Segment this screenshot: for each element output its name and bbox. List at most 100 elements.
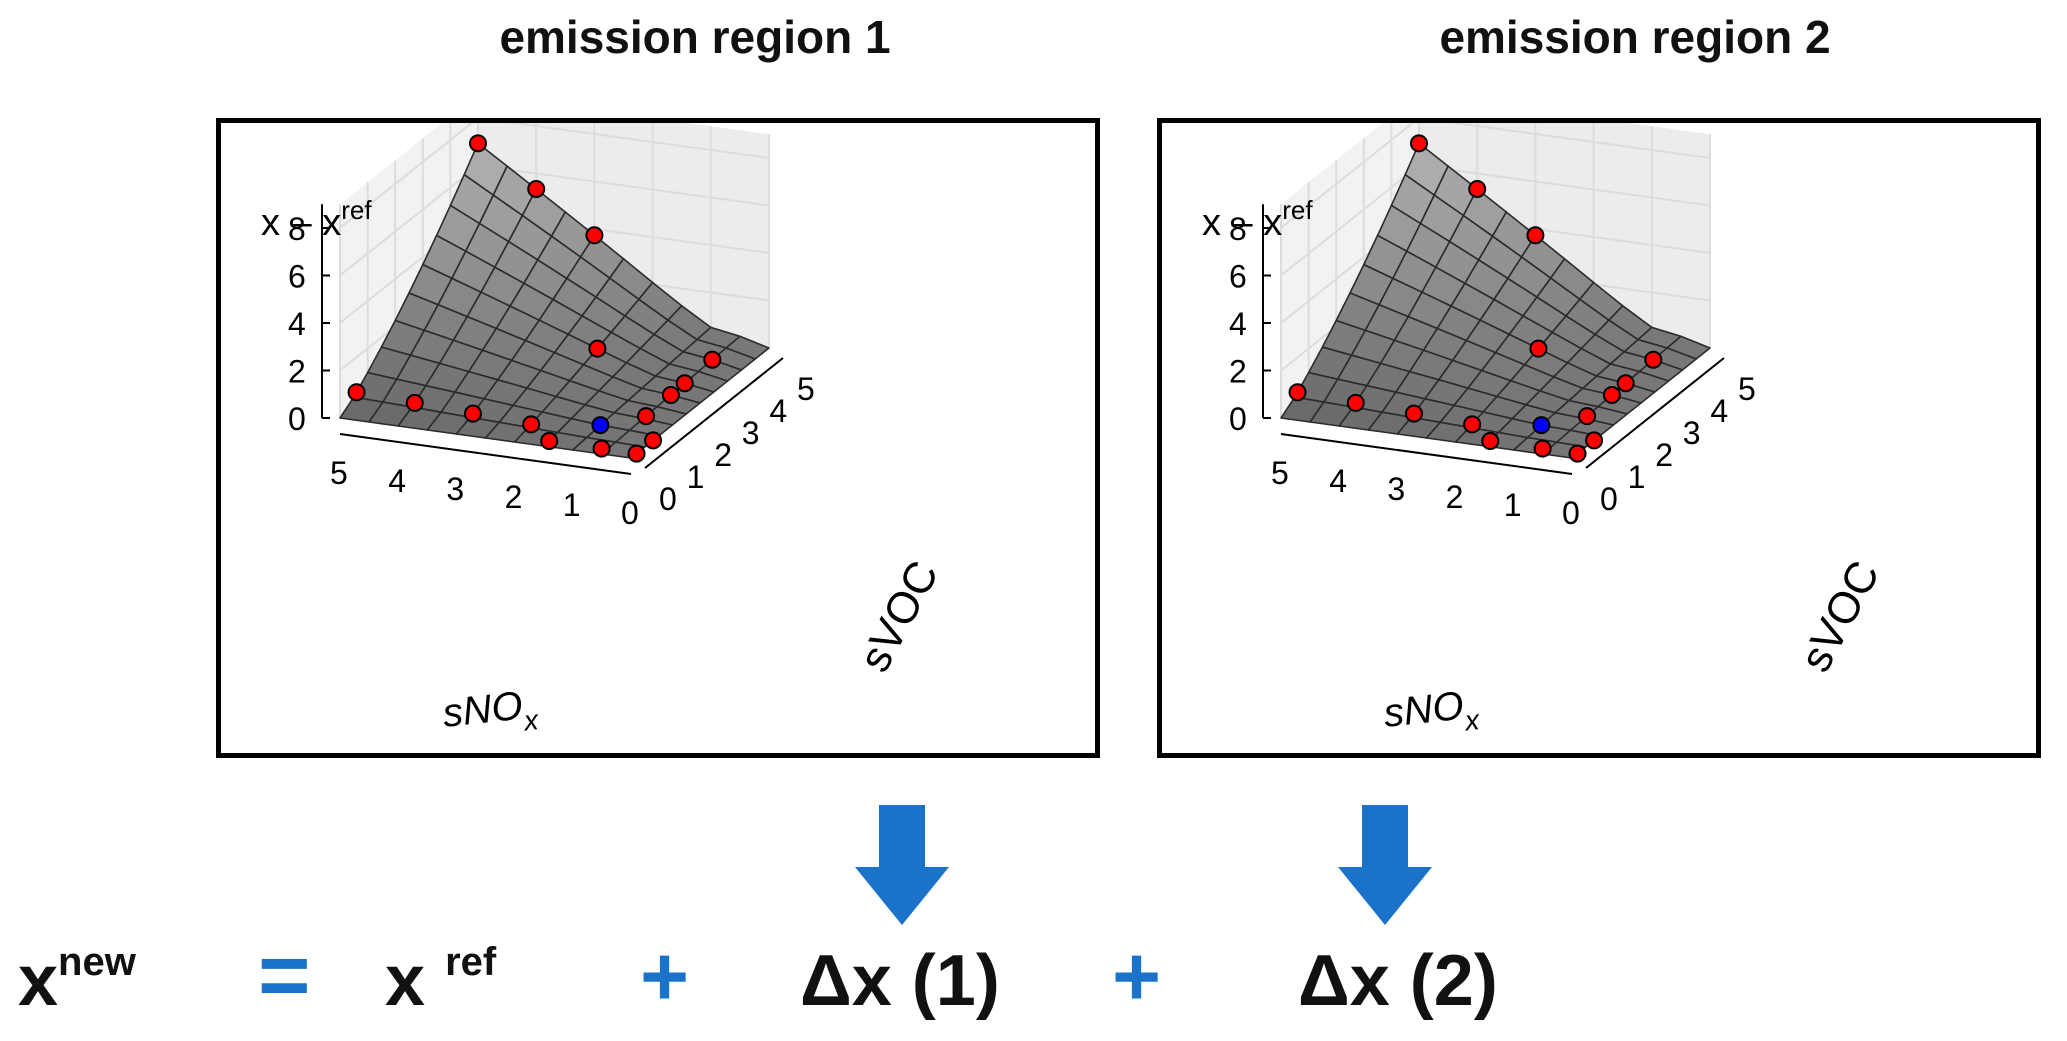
equation-term-region-2: Δx (2) [1298,941,1498,1021]
x-tick-label: 0 [1562,495,1580,531]
sample-point [1578,407,1597,426]
equation-term-ref: x ref [385,940,497,1021]
y-tick-label: 0 [1600,481,1618,517]
sample-point [1346,393,1365,412]
z-tick-label: 2 [1229,354,1247,390]
y-tick-label: 2 [714,437,732,473]
y-tick-label: 0 [659,481,677,517]
sample-point [675,374,694,393]
sample-point [347,383,366,402]
x-tick-label: 1 [563,487,581,523]
reference-point [1532,416,1551,435]
x-axis-label: sNOx [441,682,541,745]
plus-sign: + [1112,929,1162,1023]
y-tick-label: 4 [769,393,787,429]
x-tick-label: 2 [505,479,523,515]
y-tick-label: 1 [687,459,705,495]
z-tick-label: 8 [1229,211,1247,247]
grid-line [1280,123,1711,229]
down-arrow-icon [1338,805,1432,925]
sample-point [1616,374,1635,393]
sample-point [1404,404,1423,423]
sample-point [540,432,559,451]
y-tick-label: 3 [742,415,760,451]
sample-point [1288,383,1307,402]
grid-line [339,123,770,229]
x-axis-label: sNOx [1382,682,1482,745]
sample-point [1644,350,1663,369]
z-tick-label: 2 [288,354,306,390]
z-tick-label: 0 [288,401,306,437]
z-axis-label: x – xref [1202,195,1313,244]
response-surface [1280,142,1711,459]
sample-point [1481,432,1500,451]
x-tick-label: 2 [1446,479,1464,515]
x-axis-line [1280,433,1573,475]
equation-lhs: xnew [18,940,136,1021]
x-tick-label: 3 [1387,471,1405,507]
sample-point [703,350,722,369]
y-tick-label: 2 [1655,437,1673,473]
x-tick-label: 5 [1271,455,1289,491]
sample-point [1410,134,1428,153]
sample-point [585,226,604,245]
panel-title-region-2: emission region 2 [1439,11,1831,63]
sample-point [588,339,607,358]
sample-points [1288,134,1663,463]
y-tick-label: 5 [797,371,815,407]
response-surface [339,142,770,459]
sample-point [405,393,424,412]
sample-point [592,439,611,458]
y-tick-label: 3 [1683,415,1701,451]
panel-title-region-1: emission region 1 [499,11,891,63]
z-tick-label: 6 [288,259,306,295]
sample-point [522,415,541,434]
sample-point [1463,415,1482,434]
x-tick-label: 5 [330,455,348,491]
y-tick-label: 4 [1710,393,1728,429]
x-axis-line [339,433,632,475]
sample-point [1526,226,1545,245]
y-axis-label: sVOC [850,553,948,680]
y-axis-line [644,357,784,469]
sample-point [1602,385,1621,404]
sample-point [1529,339,1548,358]
y-tick-label: 1 [1628,459,1646,495]
z-tick-label: 6 [1229,259,1247,295]
sample-point [469,134,487,153]
x-tick-label: 1 [1504,487,1522,523]
equals-sign: = [258,926,311,1026]
sample-point [627,444,646,463]
sample-point [1468,179,1487,198]
z-tick-label: 8 [288,211,306,247]
x-tick-label: 0 [621,495,639,531]
sample-point [644,431,663,450]
x-tick-label: 4 [1329,463,1347,499]
reference-point [591,416,610,435]
down-arrow-icon [855,805,949,925]
y-axis-line [1585,357,1725,469]
z-axis-label: x – xref [261,195,372,244]
sample-point [527,179,546,198]
z-tick-label: 4 [1229,306,1247,342]
z-tick-label: 4 [288,306,306,342]
sample-point [1585,431,1604,450]
sample-points [347,134,722,463]
y-axis-label: sVOC [1791,553,1889,680]
x-tick-label: 4 [388,463,406,499]
equation-term-region-1: Δx (1) [800,941,1000,1021]
sample-point [661,385,680,404]
sample-point [1568,444,1587,463]
plus-sign: + [640,929,690,1023]
sample-point [637,407,656,426]
x-tick-label: 3 [446,471,464,507]
y-tick-label: 5 [1738,371,1756,407]
sample-point [1533,439,1552,458]
z-tick-label: 0 [1229,401,1247,437]
